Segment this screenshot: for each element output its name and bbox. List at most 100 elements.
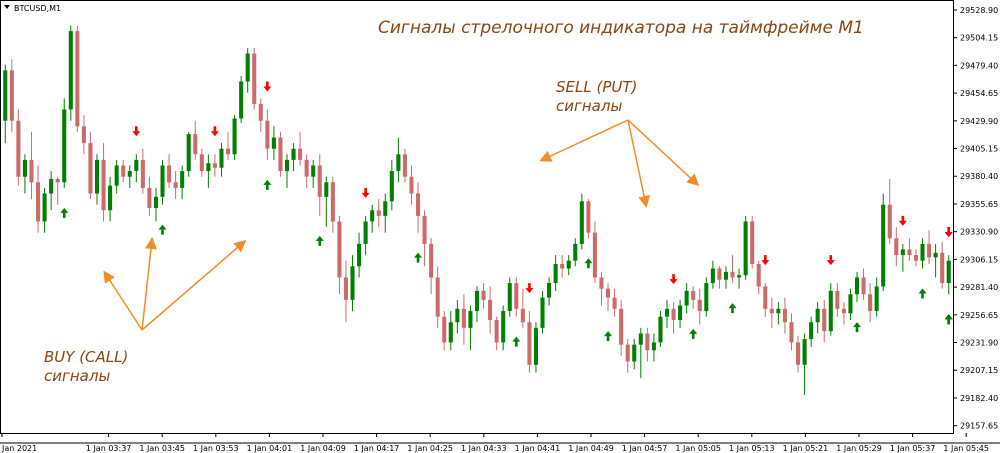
candle-body — [186, 134, 191, 172]
candle-body — [815, 308, 820, 323]
candle-body — [868, 294, 873, 312]
candle-body — [245, 53, 250, 82]
price-axis: 29528.90 29504.15 29479.40 29454.65 29429.90… — [953, 6, 998, 431]
candle-body — [153, 196, 158, 209]
buy-arrow-icon — [918, 288, 927, 299]
candle-body — [278, 137, 283, 172]
candle-body — [219, 148, 224, 168]
candle-body — [841, 308, 846, 314]
time-tick-label: 1 Jan 05:29 — [836, 444, 882, 453]
candle-body — [3, 70, 8, 121]
time-tick-label: 1 Jan 04:25 — [407, 444, 453, 453]
price-tick-label: 29504.15 — [960, 34, 998, 43]
candle — [160, 159, 165, 205]
candle-body — [579, 201, 584, 244]
candle — [402, 148, 407, 183]
candle-body — [822, 308, 827, 332]
candle — [861, 268, 866, 300]
candle — [625, 339, 630, 373]
time-axis: Jan 2021 1 Jan 03:37 1 Jan 03:45 1 Jan 03:5… — [1, 433, 989, 453]
candle — [108, 176, 113, 222]
candle-body — [612, 297, 617, 309]
sell-arrow-icon — [210, 126, 219, 137]
candle-body — [927, 243, 932, 258]
candle — [239, 75, 244, 123]
candle — [737, 268, 742, 289]
candle — [769, 297, 774, 328]
candle — [442, 311, 447, 351]
candle-body — [678, 305, 683, 321]
candle — [854, 271, 860, 303]
candle — [743, 215, 748, 280]
annotation-pointers — [103, 119, 700, 331]
dropdown-triangle-icon[interactable] — [4, 5, 10, 9]
candle — [723, 266, 728, 289]
candle-body — [769, 308, 774, 314]
candles-layer — [3, 25, 951, 396]
candle-body — [789, 322, 794, 343]
candle-body — [566, 260, 571, 269]
candle — [822, 299, 827, 343]
candle-body — [501, 311, 506, 343]
candle — [363, 215, 368, 256]
candle-body — [809, 322, 814, 340]
candle — [435, 266, 440, 328]
candle-body — [36, 182, 41, 222]
candle-body — [743, 221, 748, 276]
candle-body — [664, 308, 670, 317]
time-tick-label: Jan 2021 — [1, 444, 37, 453]
candle-body — [9, 70, 14, 121]
sell-arrow-icon — [944, 227, 953, 238]
candle-body — [691, 290, 696, 300]
candle — [828, 283, 833, 336]
candle-body — [16, 120, 21, 177]
candle-body — [311, 165, 316, 177]
candle — [284, 154, 290, 188]
candle — [212, 154, 217, 177]
candle-body — [357, 243, 362, 267]
time-tick-label: 1 Jan 04:17 — [354, 444, 400, 453]
candle — [29, 131, 34, 200]
buy-arrow-icon — [60, 207, 69, 218]
candle-body — [422, 215, 427, 244]
candle — [606, 283, 611, 312]
symbol-header[interactable]: BTCUSD,M1 — [4, 4, 61, 13]
candle — [514, 277, 519, 317]
candle-body — [49, 178, 54, 194]
candle — [704, 277, 709, 317]
candle-body — [284, 159, 290, 172]
candle-body — [750, 221, 755, 265]
time-tick-label: 1 Jan 03:45 — [139, 444, 185, 453]
sell-arrow-icon — [669, 274, 678, 285]
candle — [717, 266, 722, 289]
time-tick-label: 1 Jan 03:53 — [193, 444, 239, 453]
candle — [180, 165, 185, 200]
sell-label-line1: SELL (PUT) — [556, 78, 637, 96]
candle — [127, 165, 132, 188]
candle — [691, 286, 696, 309]
candle — [429, 238, 434, 295]
candle-body — [330, 182, 335, 222]
candle-body — [717, 268, 722, 280]
candle — [507, 277, 512, 317]
candle — [140, 148, 145, 194]
candle-body — [540, 297, 545, 328]
candle-body — [913, 255, 918, 261]
candle — [710, 260, 715, 289]
candle — [265, 109, 270, 160]
price-tick-label: 29231.90 — [960, 339, 998, 348]
candle-body — [488, 299, 493, 321]
buy-arrow-icon — [512, 336, 521, 347]
candle — [776, 302, 781, 325]
candle-body — [776, 308, 781, 314]
candle — [586, 199, 591, 239]
candle — [592, 221, 597, 284]
candle — [651, 333, 656, 362]
candle-body — [29, 159, 34, 183]
candle-body — [324, 182, 329, 197]
candle — [448, 311, 453, 351]
candle-body — [81, 126, 86, 144]
candle — [337, 215, 342, 295]
price-tick-label: 29355.65 — [960, 200, 998, 209]
